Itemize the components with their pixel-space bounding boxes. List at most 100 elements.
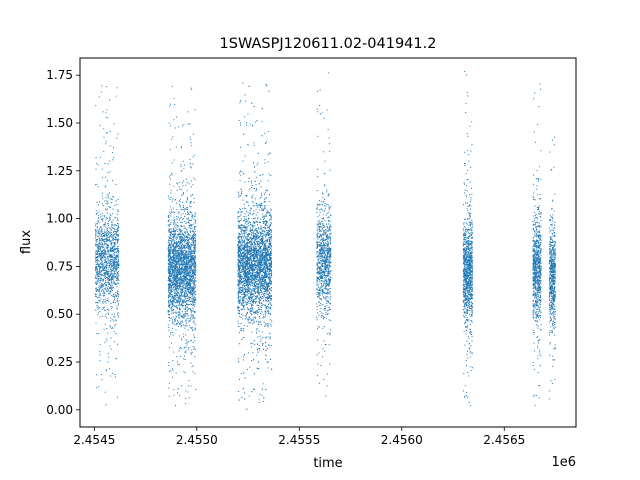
data-point [168, 197, 170, 199]
data-point [181, 236, 183, 238]
data-point [115, 277, 117, 279]
data-point [174, 265, 176, 267]
data-point [173, 280, 175, 282]
data-point [172, 297, 174, 299]
data-point [185, 236, 187, 238]
data-point [193, 289, 195, 291]
data-point [182, 305, 184, 307]
data-point [174, 321, 176, 323]
data-point [96, 282, 98, 284]
data-point [110, 259, 112, 261]
data-point [176, 182, 178, 184]
data-point [109, 231, 111, 233]
data-point [183, 256, 185, 258]
data-point [180, 251, 182, 253]
data-point [172, 334, 174, 336]
data-point [188, 263, 190, 265]
data-point [170, 288, 172, 290]
data-point [177, 269, 179, 271]
data-point [98, 237, 100, 239]
data-point [169, 174, 171, 176]
data-point [168, 313, 170, 315]
data-point [179, 242, 181, 244]
data-point [173, 285, 175, 287]
data-point [115, 238, 117, 240]
data-point [172, 238, 174, 240]
data-point [180, 274, 182, 276]
data-point [99, 248, 101, 250]
data-point [179, 218, 181, 220]
data-point [172, 301, 174, 303]
data-point [113, 262, 115, 264]
data-point [192, 156, 194, 158]
data-point [186, 292, 188, 294]
data-point [101, 374, 103, 376]
data-point [175, 286, 177, 288]
data-point [186, 265, 188, 267]
data-point [190, 247, 192, 249]
data-point [113, 250, 115, 252]
data-point [195, 266, 197, 268]
data-point [175, 251, 177, 253]
data-point [189, 258, 191, 260]
data-point [182, 239, 184, 241]
data-point [184, 256, 186, 258]
data-point [173, 267, 175, 269]
data-point [172, 321, 174, 323]
data-point [106, 237, 108, 239]
data-point [185, 251, 187, 253]
data-point [188, 226, 190, 228]
data-point [168, 272, 170, 274]
data-point [97, 260, 99, 262]
data-point [191, 292, 193, 294]
data-point [108, 235, 110, 237]
data-point [104, 298, 106, 300]
data-point [183, 233, 185, 235]
data-point [188, 272, 190, 274]
data-point [182, 324, 184, 326]
data-point [169, 253, 171, 255]
data-point [174, 263, 176, 265]
data-point [172, 207, 174, 209]
data-point [172, 278, 174, 280]
data-point [194, 255, 196, 257]
data-point [185, 397, 187, 399]
data-point [172, 255, 174, 257]
data-point [168, 276, 170, 278]
data-point [102, 247, 104, 249]
data-point [177, 280, 179, 282]
data-point [169, 257, 171, 259]
data-point [180, 279, 182, 281]
data-point [107, 132, 109, 134]
data-point [173, 260, 175, 262]
data-point [108, 287, 110, 289]
data-point [181, 271, 183, 273]
data-point [183, 277, 185, 279]
data-point [184, 268, 186, 270]
data-point [102, 267, 104, 269]
data-point [179, 286, 181, 288]
data-point [170, 290, 172, 292]
data-point [193, 238, 195, 240]
data-point [101, 212, 103, 214]
data-point [107, 201, 109, 203]
data-point [115, 231, 117, 233]
data-point [168, 251, 170, 253]
data-point [178, 211, 180, 213]
data-point [111, 266, 113, 268]
data-point [194, 373, 196, 375]
data-point [173, 276, 175, 278]
data-point [183, 168, 185, 170]
data-point [118, 293, 120, 295]
data-point [190, 253, 192, 255]
data-point [195, 261, 197, 263]
data-point [184, 292, 186, 294]
data-point [191, 249, 193, 251]
data-point [177, 255, 179, 257]
data-point [191, 216, 193, 218]
data-point [180, 146, 182, 148]
data-point [170, 274, 172, 276]
data-point [171, 260, 173, 262]
data-point [97, 266, 99, 268]
data-point [185, 245, 187, 247]
